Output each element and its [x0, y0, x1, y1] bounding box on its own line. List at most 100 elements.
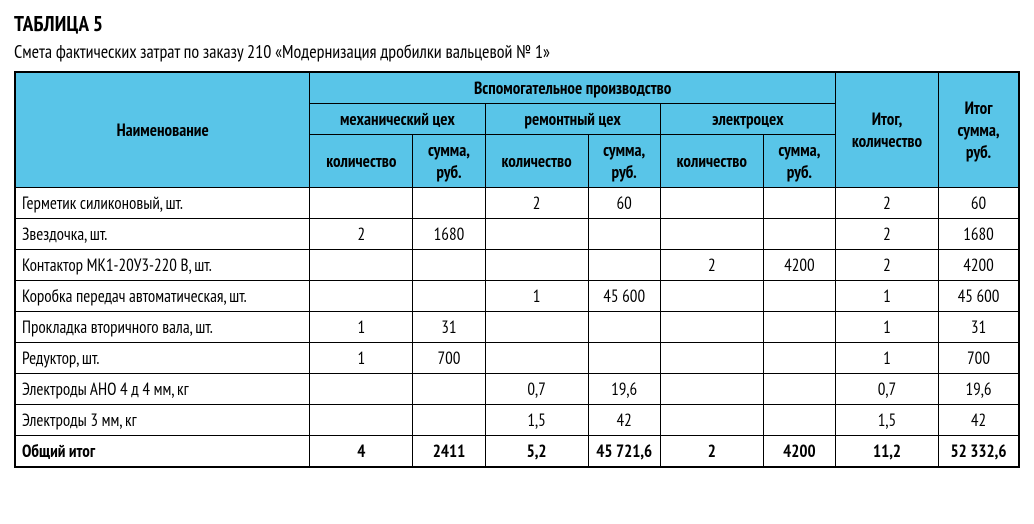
cell-mech-qty [310, 405, 413, 436]
header-mech-sum: сумма, руб. [413, 135, 485, 188]
cell-tot-sum: 700 [939, 343, 1019, 374]
cell-el-qty [660, 405, 763, 436]
cell-tot-qty: 1 [835, 312, 938, 343]
cell-rep-sum [588, 343, 660, 374]
cell-mech-qty [310, 250, 413, 281]
cell-name: Герметик силиконовый, шт. [15, 188, 310, 219]
table-row: Контактор МК1-20У3-220 В, шт.2420024200 [15, 250, 1019, 281]
cell-rep-qty [485, 343, 588, 374]
cell-name: Звездочка, шт. [15, 219, 310, 250]
cell-rep-sum [588, 312, 660, 343]
cost-estimate-table: Наименование Вспомогательное производств… [14, 71, 1020, 468]
cell-mech-sum [413, 374, 485, 405]
table-row: Прокладка вторичного вала, шт.131131 [15, 312, 1019, 343]
header-total-sum: Итог сумма, руб. [939, 72, 1019, 188]
cell-mech-qty [310, 281, 413, 312]
table-row: Звездочка, шт.2168021680 [15, 219, 1019, 250]
cell-el-sum [763, 343, 835, 374]
cell-tot-sum: 60 [939, 188, 1019, 219]
cell-el-sum [763, 281, 835, 312]
cell-tot-qty: 0,7 [835, 374, 938, 405]
cell-el-qty: 2 [660, 250, 763, 281]
cell-el-qty [660, 188, 763, 219]
cell-tot-sum: 1680 [939, 219, 1019, 250]
cell-rep-qty [485, 219, 588, 250]
cell-mech-qty [310, 374, 413, 405]
header-total-qty: Итог, количество [835, 72, 938, 188]
cell-el-sum [763, 374, 835, 405]
cell-rep-sum [588, 250, 660, 281]
table-row: Герметик силиконовый, шт.260260 [15, 188, 1019, 219]
cell-rep-sum: 19,6 [588, 374, 660, 405]
cell-rep-sum: 45 600 [588, 281, 660, 312]
cell-total-name: Общий итог [15, 436, 310, 468]
cell-mech-qty: 1 [310, 312, 413, 343]
cell-total-mech-sum: 2411 [413, 436, 485, 468]
header-el-qty: количество [660, 135, 763, 188]
cell-mech-sum: 1680 [413, 219, 485, 250]
cell-el-sum [763, 219, 835, 250]
cell-mech-sum [413, 188, 485, 219]
cell-tot-sum: 4200 [939, 250, 1019, 281]
cell-mech-sum [413, 405, 485, 436]
cell-total-el-sum: 4200 [763, 436, 835, 468]
cell-mech-sum: 700 [413, 343, 485, 374]
cell-mech-qty [310, 188, 413, 219]
cell-tot-qty: 1 [835, 343, 938, 374]
cell-tot-sum: 19,6 [939, 374, 1019, 405]
table-row: Электроды АНО 4 д 4 мм, кг0,719,60,719,6 [15, 374, 1019, 405]
cell-el-sum: 4200 [763, 250, 835, 281]
cell-el-qty [660, 343, 763, 374]
header-el-sum: сумма, руб. [763, 135, 835, 188]
cell-total-rep-qty: 5,2 [485, 436, 588, 468]
cell-el-sum [763, 405, 835, 436]
cell-mech-qty: 2 [310, 219, 413, 250]
cell-mech-sum [413, 281, 485, 312]
cell-name: Редуктор, шт. [15, 343, 310, 374]
cell-el-sum [763, 312, 835, 343]
cell-tot-qty: 2 [835, 188, 938, 219]
cell-total-tot-qty: 11,2 [835, 436, 938, 468]
cell-total-mech-qty: 4 [310, 436, 413, 468]
cell-el-qty [660, 312, 763, 343]
cell-tot-qty: 1 [835, 281, 938, 312]
cell-tot-qty: 2 [835, 250, 938, 281]
cell-tot-sum: 31 [939, 312, 1019, 343]
header-mech-qty: количество [310, 135, 413, 188]
cell-name: Электроды АНО 4 д 4 мм, кг [15, 374, 310, 405]
cell-rep-qty [485, 250, 588, 281]
header-rep-sum: сумма, руб. [588, 135, 660, 188]
cell-el-qty [660, 281, 763, 312]
cell-rep-sum [588, 219, 660, 250]
header-aux-production: Вспомогательное производство [310, 72, 836, 104]
cell-tot-sum: 42 [939, 405, 1019, 436]
cell-tot-qty: 2 [835, 219, 938, 250]
cell-rep-qty: 1,5 [485, 405, 588, 436]
cell-mech-sum [413, 250, 485, 281]
cell-total-tot-sum: 52 332,6 [939, 436, 1019, 468]
header-electro-shop: электроцех [660, 104, 835, 135]
cell-rep-qty: 2 [485, 188, 588, 219]
cell-name: Прокладка вторичного вала, шт. [15, 312, 310, 343]
cell-name: Контактор МК1-20У3-220 В, шт. [15, 250, 310, 281]
cell-tot-qty: 1,5 [835, 405, 938, 436]
header-name: Наименование [15, 72, 310, 188]
cell-mech-qty: 1 [310, 343, 413, 374]
table-row: Электроды 3 мм, кг1,5421,542 [15, 405, 1019, 436]
cell-tot-sum: 45 600 [939, 281, 1019, 312]
cell-name: Коробка передач автоматическая, шт. [15, 281, 310, 312]
header-repair-shop: ремонтный цех [485, 104, 660, 135]
table-subtitle: Смета фактических затрат по заказу 210 «… [14, 40, 1020, 63]
cell-name: Электроды 3 мм, кг [15, 405, 310, 436]
table-row: Редуктор, шт.17001700 [15, 343, 1019, 374]
cell-rep-sum: 42 [588, 405, 660, 436]
table-header: Наименование Вспомогательное производств… [15, 72, 1019, 188]
table-row: Коробка передач автоматическая, шт.145 6… [15, 281, 1019, 312]
header-rep-qty: количество [485, 135, 588, 188]
cell-total-el-qty: 2 [660, 436, 763, 468]
cell-total-rep-sum: 45 721,6 [588, 436, 660, 468]
table-total-row: Общий итог424115,245 721,62420011,252 33… [15, 436, 1019, 468]
cell-el-sum [763, 188, 835, 219]
cell-rep-sum: 60 [588, 188, 660, 219]
header-mech-shop: механический цех [310, 104, 485, 135]
